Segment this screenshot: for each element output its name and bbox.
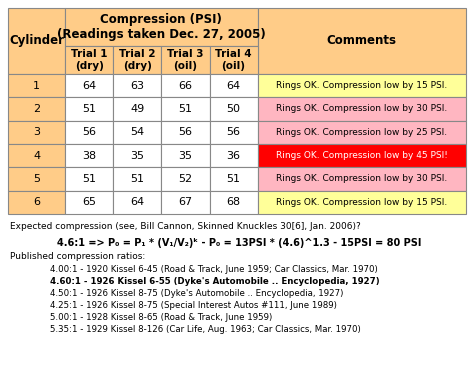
Text: Trial 3
(oil): Trial 3 (oil) bbox=[167, 49, 204, 71]
Bar bbox=[113, 144, 162, 167]
Bar bbox=[210, 46, 257, 74]
Bar bbox=[162, 191, 210, 214]
Text: 56: 56 bbox=[179, 127, 192, 137]
Text: Rings OK. Compression low by 15 PSI.: Rings OK. Compression low by 15 PSI. bbox=[276, 81, 447, 90]
Text: 4.6:1 => P₀ = P₁ * (V₁/V₂)ᵏ - P₀ = 13PSI * (4.6)^1.3 - 15PSI = 80 PSI: 4.6:1 => P₀ = P₁ * (V₁/V₂)ᵏ - P₀ = 13PSI… bbox=[57, 238, 421, 248]
Bar bbox=[65, 74, 113, 97]
Text: 35: 35 bbox=[130, 151, 145, 161]
Text: 64: 64 bbox=[130, 197, 145, 207]
Bar bbox=[210, 144, 257, 167]
Bar bbox=[162, 97, 210, 121]
Bar bbox=[210, 167, 257, 191]
Bar bbox=[210, 97, 257, 121]
Bar bbox=[113, 97, 162, 121]
Bar bbox=[210, 121, 257, 144]
Text: 49: 49 bbox=[130, 104, 145, 114]
Text: 63: 63 bbox=[130, 80, 145, 91]
Text: 38: 38 bbox=[82, 151, 96, 161]
Bar bbox=[8, 191, 65, 214]
Text: 35: 35 bbox=[179, 151, 192, 161]
Bar bbox=[8, 167, 65, 191]
Bar bbox=[65, 121, 113, 144]
Text: 56: 56 bbox=[82, 127, 96, 137]
Bar bbox=[162, 121, 210, 144]
Text: 54: 54 bbox=[130, 127, 145, 137]
Text: Comments: Comments bbox=[327, 34, 397, 48]
Bar bbox=[65, 8, 257, 46]
Bar bbox=[65, 167, 113, 191]
Text: 51: 51 bbox=[179, 104, 192, 114]
Bar bbox=[162, 46, 210, 74]
Bar bbox=[257, 8, 466, 74]
Text: 6: 6 bbox=[33, 197, 40, 207]
Bar bbox=[8, 121, 65, 144]
Text: Rings OK. Compression low by 30 PSI.: Rings OK. Compression low by 30 PSI. bbox=[276, 104, 447, 113]
Bar bbox=[113, 74, 162, 97]
Text: Cylinder: Cylinder bbox=[9, 34, 64, 48]
Text: 67: 67 bbox=[178, 197, 192, 207]
Text: 5.00:1 - 1928 Kissel 8-65 (Road & Track, June 1959): 5.00:1 - 1928 Kissel 8-65 (Road & Track,… bbox=[50, 313, 272, 322]
Text: 1: 1 bbox=[33, 80, 40, 91]
Text: 50: 50 bbox=[227, 104, 241, 114]
Text: Trial 2
(dry): Trial 2 (dry) bbox=[119, 49, 155, 71]
Text: 51: 51 bbox=[82, 174, 96, 184]
Text: Expected compression (see, Bill Cannon, Skinned Knuckles 30[6], Jan. 2006)?: Expected compression (see, Bill Cannon, … bbox=[10, 222, 361, 231]
Text: 3: 3 bbox=[33, 127, 40, 137]
Text: 64: 64 bbox=[82, 80, 96, 91]
Text: 56: 56 bbox=[227, 127, 241, 137]
Bar bbox=[8, 74, 65, 97]
Bar bbox=[65, 191, 113, 214]
Text: Trial 4
(oil): Trial 4 (oil) bbox=[215, 49, 252, 71]
Text: 51: 51 bbox=[227, 174, 241, 184]
Text: Rings OK. Compression low by 45 PSI!: Rings OK. Compression low by 45 PSI! bbox=[276, 151, 448, 160]
Bar bbox=[113, 46, 162, 74]
Text: 4.60:1 - 1926 Kissel 6-55 (Dyke's Automobile .. Encyclopedia, 1927): 4.60:1 - 1926 Kissel 6-55 (Dyke's Automo… bbox=[50, 277, 379, 286]
Bar bbox=[113, 121, 162, 144]
Text: 65: 65 bbox=[82, 197, 96, 207]
Text: 51: 51 bbox=[82, 104, 96, 114]
Text: Rings OK. Compression low by 25 PSI.: Rings OK. Compression low by 25 PSI. bbox=[276, 128, 447, 137]
Bar bbox=[8, 144, 65, 167]
Text: 4.00:1 - 1920 Kissel 6-45 (Road & Track, June 1959; Car Classics, Mar. 1970): 4.00:1 - 1920 Kissel 6-45 (Road & Track,… bbox=[50, 265, 377, 274]
Text: Rings OK. Compression low by 30 PSI.: Rings OK. Compression low by 30 PSI. bbox=[276, 175, 447, 183]
Text: 4.50:1 - 1926 Kissel 8-75 (Dyke's Automobile .. Encyclopedia, 1927): 4.50:1 - 1926 Kissel 8-75 (Dyke's Automo… bbox=[50, 289, 343, 298]
Bar bbox=[257, 191, 466, 214]
Bar bbox=[257, 97, 466, 121]
Text: 4: 4 bbox=[33, 151, 40, 161]
Bar bbox=[257, 121, 466, 144]
Text: Published compression ratios:: Published compression ratios: bbox=[10, 252, 145, 261]
Bar bbox=[113, 167, 162, 191]
Text: 51: 51 bbox=[130, 174, 145, 184]
Text: 66: 66 bbox=[179, 80, 192, 91]
Bar bbox=[162, 144, 210, 167]
Bar bbox=[65, 97, 113, 121]
Bar bbox=[113, 191, 162, 214]
Text: 4.25:1 - 1926 Kissel 8-75 (Special Interest Autos #111, June 1989): 4.25:1 - 1926 Kissel 8-75 (Special Inter… bbox=[50, 301, 337, 310]
Bar bbox=[210, 74, 257, 97]
Bar bbox=[8, 97, 65, 121]
Text: 52: 52 bbox=[178, 174, 192, 184]
Bar bbox=[210, 191, 257, 214]
Text: 2: 2 bbox=[33, 104, 40, 114]
Text: Compression (PSI)
(Readings taken Dec. 27, 2005): Compression (PSI) (Readings taken Dec. 2… bbox=[57, 13, 266, 41]
Bar bbox=[257, 74, 466, 97]
Bar bbox=[162, 74, 210, 97]
Bar bbox=[257, 144, 466, 167]
Bar bbox=[162, 167, 210, 191]
Text: 64: 64 bbox=[227, 80, 241, 91]
Text: Trial 1
(dry): Trial 1 (dry) bbox=[71, 49, 108, 71]
Bar bbox=[65, 46, 113, 74]
Text: Rings OK. Compression low by 15 PSI.: Rings OK. Compression low by 15 PSI. bbox=[276, 198, 447, 207]
Text: 68: 68 bbox=[227, 197, 241, 207]
Bar bbox=[65, 144, 113, 167]
Bar bbox=[8, 8, 65, 74]
Text: 36: 36 bbox=[227, 151, 241, 161]
Text: 5.35:1 - 1929 Kissel 8-126 (Car Life, Aug. 1963; Car Classics, Mar. 1970): 5.35:1 - 1929 Kissel 8-126 (Car Life, Au… bbox=[50, 325, 361, 334]
Text: 5: 5 bbox=[33, 174, 40, 184]
Bar bbox=[257, 167, 466, 191]
